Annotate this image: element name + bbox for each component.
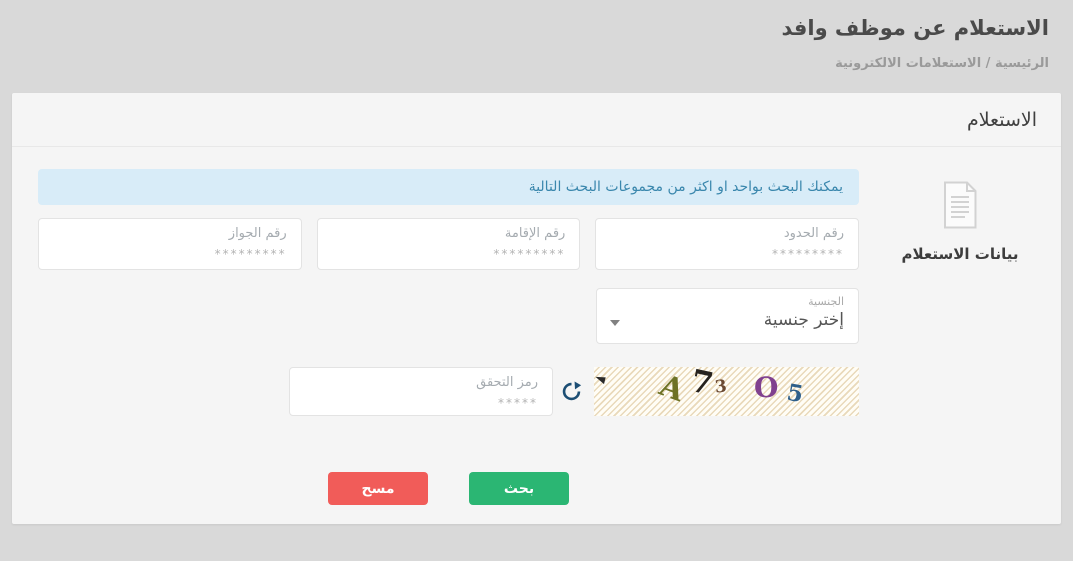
residence-number-field[interactable]: رقم الإقامة: [316, 218, 581, 270]
captcha-char: 3: [713, 376, 728, 398]
info-alert: يمكنك البحث بواحد او اكثر من مجموعات الب…: [38, 169, 859, 205]
captcha-char: 7: [687, 367, 717, 403]
nationality-select[interactable]: الجنسية إختر جنسية: [596, 288, 859, 344]
nationality-selected-value: إختر جنسية: [763, 310, 844, 330]
border-number-field[interactable]: رقم الحدود: [595, 218, 859, 270]
document-icon: [944, 181, 977, 229]
refresh-captcha-button[interactable]: [561, 381, 582, 402]
nationality-label: الجنسية: [808, 295, 844, 308]
side-panel-label: بيانات الاستعلام: [901, 245, 1019, 263]
chevron-down-icon: [610, 320, 620, 326]
captcha-field[interactable]: رمز التحقق: [289, 367, 553, 416]
card-title: الاستعلام: [966, 109, 1037, 131]
inquiry-card: الاستعلام بيانات الاستعلام يمكنك البحث ب…: [12, 93, 1061, 524]
search-fields-row: رقم الحدود رقم الإقامة رقم الجواز: [37, 218, 859, 270]
captcha-noise-mark: [594, 374, 606, 385]
card-body: بيانات الاستعلام يمكنك البحث بواحد او اك…: [12, 147, 1061, 524]
passport-number-label: رقم الجواز: [228, 226, 287, 241]
captcha-label: رمز التحقق: [476, 375, 538, 390]
captcha-char: A: [654, 368, 689, 409]
card-header: الاستعلام: [12, 93, 1061, 147]
refresh-icon: [562, 381, 582, 401]
search-button[interactable]: بحث: [469, 472, 569, 505]
captcha-input[interactable]: [304, 396, 538, 410]
border-number-input[interactable]: [610, 247, 844, 261]
form-actions: بحث مسح: [38, 472, 859, 505]
side-panel: بيانات الاستعلام: [859, 169, 1061, 505]
page-header: الاستعلام عن موظف وافد الرئيسية / الاستع…: [0, 0, 1073, 71]
captcha-char: O: [754, 371, 779, 404]
residence-number-input[interactable]: [331, 247, 566, 261]
captcha-char: 5: [784, 378, 806, 409]
breadcrumb[interactable]: الرئيسية / الاستعلامات الالكترونية: [835, 56, 1049, 71]
border-number-label: رقم الحدود: [783, 226, 844, 241]
residence-number-label: رقم الإقامة: [504, 226, 566, 241]
page-title: الاستعلام عن موظف وافد: [781, 16, 1049, 40]
clear-button[interactable]: مسح: [328, 472, 428, 505]
inquiry-form: يمكنك البحث بواحد او اكثر من مجموعات الب…: [37, 169, 859, 505]
passport-number-input[interactable]: [52, 247, 287, 261]
passport-number-field[interactable]: رقم الجواز: [37, 218, 302, 270]
